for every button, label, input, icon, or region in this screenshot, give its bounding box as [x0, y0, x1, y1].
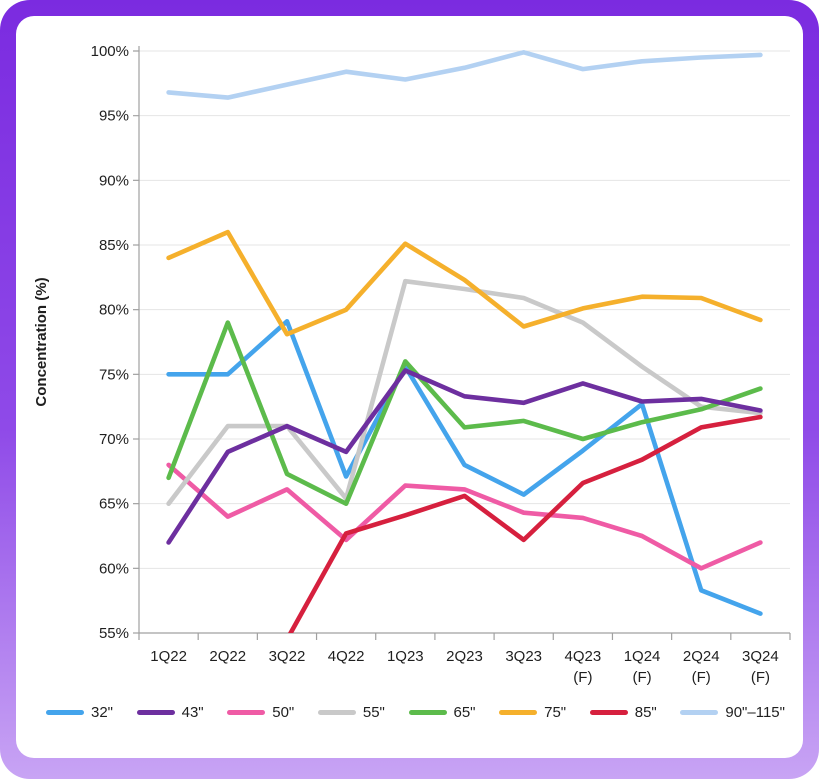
- legend-swatch-43in: [136, 710, 175, 715]
- y-tick-label-60%: 60%: [99, 560, 129, 577]
- legend-swatch-32in: [46, 710, 84, 715]
- x-tick-label-forecast-suffix: (F): [751, 669, 770, 686]
- series-line-85in: [287, 414, 763, 633]
- legend-item-85in: 85": [589, 704, 657, 721]
- series-line-75in: [166, 229, 763, 337]
- y-tick-label-95%: 95%: [99, 108, 129, 125]
- x-tick-label-3Q22: 3Q22: [269, 648, 306, 665]
- x-tick-label-forecast-suffix: (F): [573, 669, 592, 686]
- legend-label: 50": [272, 704, 295, 721]
- y-tick-label-75%: 75%: [99, 366, 129, 383]
- legend-item-75in: 75": [499, 704, 566, 721]
- x-tick-label-4Q22: 4Q22: [328, 648, 365, 665]
- legend-label: 90"–115": [725, 704, 785, 721]
- legend-item-43in: 43": [136, 704, 204, 721]
- legend-swatch-85in: [589, 710, 628, 715]
- y-tick-label-90%: 90%: [99, 172, 129, 189]
- legend-item-55in: 55": [317, 704, 385, 721]
- legend-swatch-75in: [499, 710, 538, 715]
- x-tick-label-3Q23: 3Q23: [505, 648, 542, 665]
- legend-swatch-65in: [408, 710, 447, 715]
- series-line-90in–115in: [166, 50, 763, 100]
- legend-swatch-55in: [317, 710, 356, 715]
- legend-label: 85": [634, 704, 657, 721]
- legend-item-90in–115in: 90"–115": [680, 704, 785, 721]
- series-line-50in: [166, 462, 763, 571]
- y-tick-labels: 55% 60% 65% 70% 75% 80% 85% 90% 95% 100%: [91, 43, 129, 642]
- series-line-65in: [166, 320, 763, 506]
- line-chart: 55% 60% 65% 70% 75% 80% 85% 90% 95% 100% 1Q22 2Q22…: [33, 43, 791, 686]
- y-tick-label-100%: 100%: [91, 43, 129, 60]
- x-tick-label-2Q24: 2Q24: [683, 648, 720, 665]
- x-tick-labels: 1Q22 2Q22 3Q22 4Q22 1Q23 2Q23 3Q23 4Q23 (F) 1Q24 (…: [150, 648, 779, 686]
- legend-label: 75": [544, 704, 567, 721]
- x-tick-label-1Q23: 1Q23: [387, 648, 424, 665]
- series-lines: [166, 50, 763, 633]
- series-line-43in: [166, 368, 763, 545]
- x-tick-label-forecast-suffix: (F): [692, 669, 711, 686]
- x-tick-label-forecast-suffix: (F): [632, 669, 651, 686]
- y-tick-label-65%: 65%: [99, 496, 129, 513]
- legend: 32" 43" 50" 55" 65" 75" 85" 90"–115": [16, 694, 803, 721]
- y-tick-label-85%: 85%: [99, 237, 129, 254]
- x-tick-label-1Q24: 1Q24: [624, 648, 661, 665]
- x-tick-label-1Q22: 1Q22: [150, 648, 187, 665]
- legend-item-50in: 50": [227, 704, 294, 721]
- legend-item-65in: 65": [408, 704, 476, 721]
- legend-label: 55": [362, 704, 385, 721]
- y-axis-title: Concentration (%): [33, 277, 50, 406]
- chart-card: 55% 60% 65% 70% 75% 80% 85% 90% 95% 100% 1Q22 2Q22…: [16, 16, 803, 758]
- legend-swatch-50in: [227, 710, 266, 715]
- x-tick-label-3Q24: 3Q24: [742, 648, 779, 665]
- legend-label: 65": [453, 704, 476, 721]
- y-tick-label-55%: 55%: [99, 625, 129, 642]
- series-line-32in: [166, 319, 763, 616]
- x-tick-label-4Q23: 4Q23: [565, 648, 602, 665]
- x-tick-label-2Q23: 2Q23: [446, 648, 483, 665]
- x-tick-label-2Q22: 2Q22: [209, 648, 246, 665]
- y-tick-label-70%: 70%: [99, 431, 129, 448]
- y-tick-label-80%: 80%: [99, 302, 129, 319]
- legend-item-32in: 32": [46, 704, 113, 721]
- axes: [133, 46, 791, 640]
- legend-label: 43": [181, 704, 204, 721]
- legend-label: 32": [91, 704, 114, 721]
- legend-swatch-90in–115in: [680, 710, 719, 715]
